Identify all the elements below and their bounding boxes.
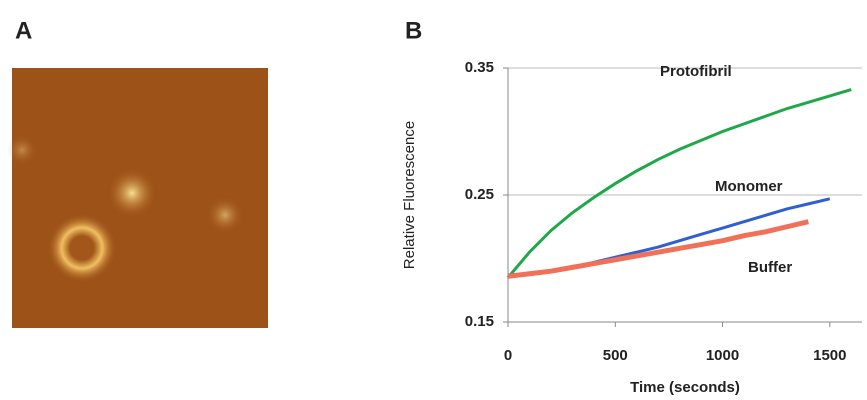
y-tick-label: 0.35 <box>465 59 494 76</box>
y-tick-label: 0.15 <box>465 313 494 330</box>
panel-label: A <box>15 17 32 44</box>
panel-label: B <box>405 17 422 44</box>
x-tick-label: 0 <box>504 347 512 364</box>
x-tick-label: 1500 <box>813 347 846 364</box>
y-axis-title: Relative Fluorescence <box>401 121 418 269</box>
series-label: Protofibril <box>660 63 732 80</box>
series-line <box>506 88 852 279</box>
x-axis-title: Time (seconds) <box>630 379 740 396</box>
series-label: Monomer <box>715 178 783 195</box>
x-tick-label: 500 <box>603 347 628 364</box>
afm-image <box>7 68 268 328</box>
x-tick-label: 1000 <box>706 347 739 364</box>
series-line <box>507 219 809 279</box>
series-label: Buffer <box>748 259 792 276</box>
y-tick-label: 0.25 <box>465 186 494 203</box>
